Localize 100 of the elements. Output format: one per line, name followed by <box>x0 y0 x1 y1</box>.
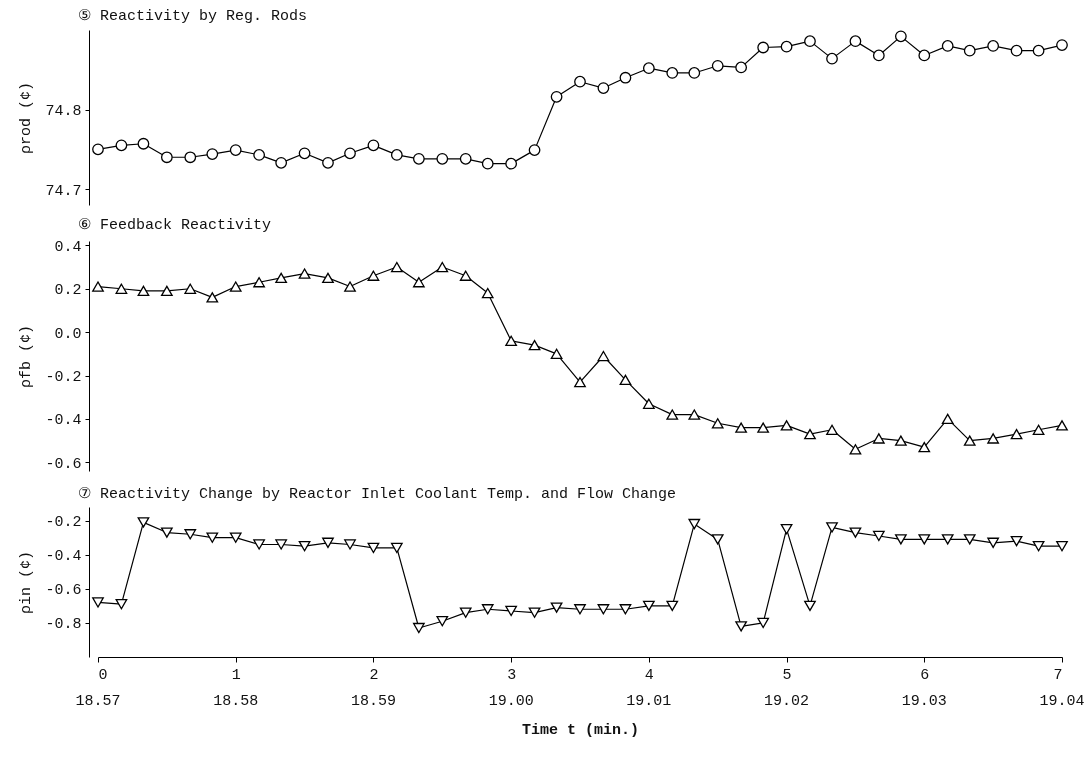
point <box>92 143 104 156</box>
text: 18.59 <box>350 693 396 710</box>
point <box>412 152 425 165</box>
point <box>206 292 219 303</box>
point <box>275 156 288 169</box>
y-axis-title: ρrod (¢) <box>18 81 36 155</box>
point <box>987 40 1000 52</box>
point <box>894 435 907 446</box>
point <box>666 67 679 79</box>
point <box>941 413 954 425</box>
point <box>184 283 197 294</box>
y-tick-label: -0.6 <box>45 455 82 473</box>
text: 18.58 <box>213 693 259 710</box>
point <box>826 522 838 533</box>
point <box>436 152 449 165</box>
chart-title: ⑤ Reactivity by Reg. Rods <box>77 7 308 25</box>
point <box>711 418 724 429</box>
point <box>804 35 816 48</box>
text: 19.03 <box>901 693 947 710</box>
point <box>459 270 472 281</box>
point <box>459 607 472 618</box>
point <box>780 420 793 431</box>
y-tick-label: -0.4 <box>45 548 82 566</box>
point <box>642 600 655 612</box>
point <box>481 287 494 299</box>
y-axis-title: ρfb (¢) <box>18 324 36 389</box>
point <box>390 149 403 161</box>
point <box>253 539 266 550</box>
y-tick-label: -0.4 <box>45 412 82 430</box>
point <box>987 433 1000 444</box>
point <box>735 621 748 632</box>
point <box>597 350 610 362</box>
point <box>804 428 816 440</box>
point <box>115 598 128 610</box>
x-tick-label: 3 <box>507 666 517 684</box>
point <box>367 139 380 152</box>
point <box>550 348 563 360</box>
point <box>1010 44 1023 57</box>
point <box>963 435 976 446</box>
point <box>92 281 104 292</box>
point <box>918 49 931 62</box>
point <box>849 527 862 538</box>
point <box>550 602 563 613</box>
point <box>918 441 931 453</box>
point <box>528 144 541 156</box>
point <box>574 376 586 388</box>
point <box>160 151 173 164</box>
point <box>894 534 907 545</box>
point <box>619 374 632 386</box>
point <box>987 537 1000 548</box>
text: 18.57 <box>75 693 121 710</box>
point <box>574 75 586 88</box>
y-tick-label: -0.2 <box>45 369 82 387</box>
point <box>666 409 679 420</box>
point <box>505 335 518 346</box>
point <box>918 534 931 545</box>
point <box>275 539 288 550</box>
point <box>229 144 242 156</box>
point <box>872 433 885 444</box>
point <box>481 157 494 170</box>
y-tick-label: 74.7 <box>45 182 82 200</box>
point <box>275 272 288 284</box>
point <box>436 261 449 273</box>
point <box>597 604 610 615</box>
x-tick-label: 0 <box>98 666 108 684</box>
point <box>481 604 494 615</box>
point <box>688 409 701 420</box>
text: 19.00 <box>488 693 534 710</box>
x-tick-label: 4 <box>644 666 654 684</box>
point <box>92 597 104 608</box>
point <box>963 534 976 545</box>
text: 19.04 <box>1039 693 1085 710</box>
point <box>160 285 173 297</box>
text: 19.01 <box>626 693 672 710</box>
point <box>826 424 838 435</box>
point <box>642 62 655 75</box>
point <box>642 398 655 409</box>
point <box>688 518 701 530</box>
point <box>1056 39 1068 51</box>
x-tick-label: 2 <box>369 666 379 684</box>
point <box>804 600 816 612</box>
point <box>344 281 356 292</box>
point <box>229 281 242 292</box>
y-tick-label: -0.8 <box>45 616 82 634</box>
point <box>872 49 885 62</box>
point <box>367 270 380 281</box>
point <box>780 523 793 535</box>
point <box>137 517 150 528</box>
point <box>619 604 632 615</box>
point <box>1032 424 1045 435</box>
point <box>390 542 403 554</box>
x-tick-label: 1 <box>231 666 241 684</box>
point <box>115 283 128 294</box>
y-tick-label: 74.8 <box>45 103 82 121</box>
point <box>688 67 701 79</box>
chart-title: ⑦ Reactivity Change by Reactor Inlet Coolant Temp. and Flow Change <box>77 486 677 503</box>
point <box>412 622 425 634</box>
point <box>757 422 770 433</box>
point <box>1032 44 1045 57</box>
point <box>184 529 197 540</box>
